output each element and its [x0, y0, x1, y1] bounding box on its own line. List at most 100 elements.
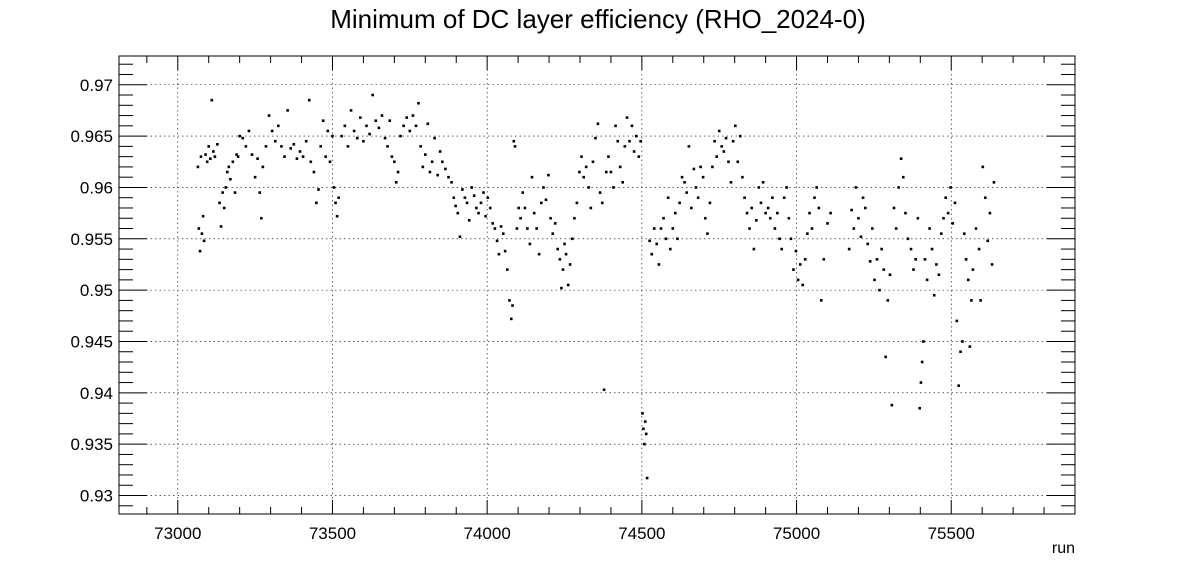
data-point [722, 150, 726, 153]
data-point [549, 216, 552, 220]
data-point [216, 143, 219, 146]
data-point [456, 211, 460, 215]
data-point [419, 145, 422, 148]
data-point [244, 145, 248, 148]
data-point [630, 124, 634, 128]
data-point [648, 239, 651, 243]
data-point [951, 222, 955, 225]
data-point [676, 237, 679, 241]
data-point [968, 345, 972, 348]
data-point [782, 196, 786, 200]
data-point [222, 206, 226, 210]
data-point [822, 258, 826, 261]
data-point [935, 263, 938, 266]
data-point [532, 211, 536, 215]
data-point [909, 247, 913, 251]
plot-frame [118, 55, 1076, 515]
data-point [942, 216, 945, 220]
data-point [528, 242, 532, 246]
data-point [694, 186, 698, 189]
data-point [326, 129, 330, 133]
x-tick-label: 74500 [618, 524, 665, 543]
data-point [988, 211, 992, 215]
data-point [761, 181, 765, 184]
data-point [591, 160, 595, 164]
data-point [852, 227, 856, 230]
data-point [362, 139, 365, 143]
data-point [208, 157, 212, 160]
data-point [886, 299, 890, 302]
data-point [979, 299, 982, 302]
data-point [899, 157, 903, 160]
data-point [497, 252, 501, 256]
data-point [696, 196, 700, 200]
data-point [901, 175, 905, 179]
data-point [655, 242, 659, 246]
data-point [405, 116, 409, 119]
data-point [966, 278, 970, 282]
data-point [495, 239, 499, 243]
data-point [745, 211, 749, 215]
data-point [880, 247, 883, 251]
data-point [512, 139, 516, 143]
data-point [563, 242, 566, 246]
data-point [315, 201, 318, 205]
data-point [755, 219, 758, 222]
data-point [465, 201, 469, 205]
data-point [919, 381, 923, 384]
data-point [277, 124, 280, 128]
data-point [260, 216, 263, 220]
data-point [904, 211, 907, 215]
data-point [560, 286, 563, 290]
data-point [857, 216, 860, 220]
data-point [711, 165, 714, 169]
data-point [340, 134, 344, 138]
data-point [764, 211, 767, 215]
data-point [717, 129, 721, 133]
data-point [759, 201, 763, 205]
data-point [388, 119, 392, 122]
data-point [664, 237, 668, 241]
y-tick-label: 0.97 [80, 76, 113, 95]
data-point [301, 155, 305, 158]
data-point [643, 442, 646, 446]
x-tick-label: 75000 [773, 524, 820, 543]
data-point [229, 177, 232, 181]
data-point [773, 227, 777, 230]
data-point [332, 186, 336, 189]
data-point [551, 232, 555, 235]
data-point [645, 476, 649, 480]
data-point [335, 214, 339, 218]
data-point [578, 170, 581, 174]
y-tick-label: 0.935 [70, 435, 113, 454]
data-point [778, 237, 781, 241]
data-point [673, 211, 677, 215]
x-tick-label: 74000 [464, 524, 511, 543]
data-point [748, 227, 751, 230]
data-point [669, 247, 672, 251]
y-tick-label: 0.94 [80, 384, 113, 403]
data-point [768, 216, 772, 220]
data-point [433, 136, 436, 140]
data-point [526, 227, 529, 230]
data-point [584, 165, 588, 169]
data-point [944, 196, 947, 200]
data-point [513, 145, 517, 148]
data-point [794, 249, 798, 253]
data-point [785, 186, 788, 189]
data-point [334, 201, 337, 205]
data-point [558, 258, 562, 261]
data-point [873, 278, 876, 282]
data-point [233, 191, 237, 194]
data-point [641, 412, 644, 415]
data-point [612, 186, 615, 189]
data-point [517, 206, 521, 210]
data-point [928, 227, 931, 230]
data-point [479, 201, 483, 205]
data-point [632, 150, 636, 153]
data-point [470, 186, 473, 189]
data-point [428, 170, 432, 174]
data-point [940, 232, 943, 235]
data-point [662, 216, 665, 220]
